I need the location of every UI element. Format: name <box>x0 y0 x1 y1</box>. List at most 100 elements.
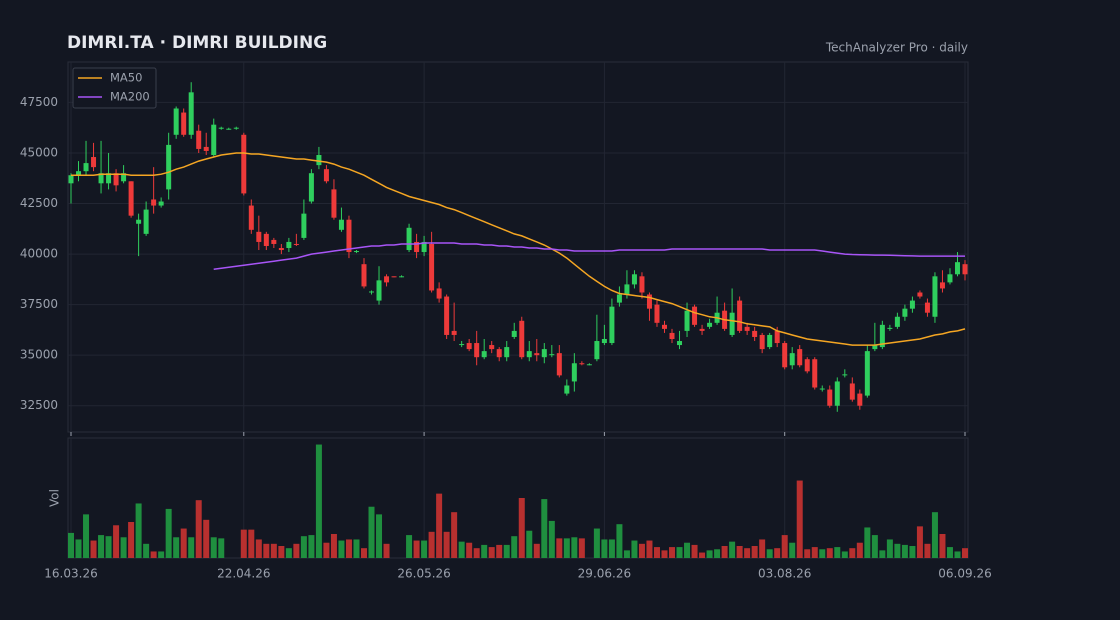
candle-body <box>323 169 329 182</box>
candle-body <box>241 134 247 194</box>
candle-body <box>684 310 690 331</box>
candle-body <box>271 239 277 244</box>
candle-body <box>143 209 149 234</box>
volume-bar <box>180 528 187 558</box>
candle-body <box>466 343 472 350</box>
volume-bar <box>210 537 217 558</box>
candle-body <box>489 345 495 350</box>
candle-body <box>166 144 172 190</box>
volume-bar <box>744 548 751 558</box>
volume-bar <box>83 514 90 558</box>
candle-body <box>797 349 803 366</box>
candle-body <box>353 251 359 253</box>
y-tick-label: 42500 <box>20 196 58 210</box>
x-tick-label: 06.09.26 <box>938 567 991 581</box>
volume-bar <box>653 547 660 558</box>
volume-bar <box>939 534 946 558</box>
candle-body <box>962 264 968 275</box>
candle-body <box>789 353 795 366</box>
candle-body <box>496 349 502 358</box>
volume-bar <box>691 544 698 558</box>
volume-bar <box>601 539 608 558</box>
candle-body <box>263 233 269 246</box>
volume-bar <box>931 512 938 558</box>
volume-bar <box>901 544 908 558</box>
volume-bar <box>774 548 781 558</box>
candle-body <box>774 330 780 344</box>
candle-body <box>549 354 555 356</box>
y-tick-label: 40000 <box>20 247 58 261</box>
candle-body <box>136 219 142 224</box>
candle-body <box>744 326 750 331</box>
volume-bar <box>443 531 450 558</box>
volume-bar <box>789 542 796 558</box>
volume-bar <box>143 543 150 558</box>
candle-body <box>639 276 645 293</box>
y-tick-label: 45000 <box>20 145 58 159</box>
candle-body <box>203 146 209 151</box>
volume-bar <box>871 535 878 558</box>
volume-bar <box>263 543 270 558</box>
volume-bar <box>623 550 630 558</box>
volume-bar <box>436 493 443 558</box>
candle-body <box>91 157 97 168</box>
volume-bar <box>518 498 525 558</box>
candle-body <box>293 243 299 245</box>
candle-body <box>106 173 112 184</box>
volume-bar <box>638 543 645 558</box>
candle-body <box>556 353 562 376</box>
candle-body <box>504 347 510 358</box>
volume-bar <box>451 512 458 558</box>
volume-bar <box>240 529 247 558</box>
volume-bar <box>751 546 758 558</box>
volume-bar <box>699 552 706 558</box>
candle-body <box>361 264 367 287</box>
volume-bar <box>330 534 337 558</box>
volume-bar <box>578 538 585 558</box>
volume-bar <box>909 546 916 558</box>
volume-bar <box>834 547 841 558</box>
candle-body <box>278 248 284 251</box>
candle-body <box>391 276 397 278</box>
volume-bar <box>796 480 803 558</box>
candle-body <box>819 388 825 390</box>
volume-bar <box>368 506 375 558</box>
volume-bar <box>323 542 330 558</box>
candle-body <box>451 330 457 335</box>
volume-bar <box>75 539 82 558</box>
volume-bar <box>135 503 142 558</box>
candle-body <box>128 181 134 216</box>
volume-bar <box>360 548 367 558</box>
candle-body <box>98 173 104 184</box>
y-tick-label: 32500 <box>20 398 58 412</box>
volume-bar <box>353 539 360 558</box>
volume-bar <box>841 551 848 558</box>
candle-body <box>759 334 765 350</box>
candle-body <box>68 175 74 184</box>
volume-bar <box>165 508 172 558</box>
candle-body <box>151 199 157 206</box>
candle-body <box>616 294 622 303</box>
candle-body <box>286 241 292 249</box>
candle-body <box>699 328 705 331</box>
candle-body <box>864 351 870 396</box>
candle-body <box>338 219 344 230</box>
candle-body <box>414 241 420 253</box>
moving-average-line <box>213 242 965 270</box>
volume-bar <box>669 547 676 558</box>
candle-body <box>669 332 675 339</box>
candle-body <box>872 345 878 350</box>
volume-bar <box>150 551 157 558</box>
volume-bar <box>706 550 713 558</box>
volume-bar <box>315 444 322 558</box>
candle-body <box>399 276 405 278</box>
candle-body <box>173 108 179 135</box>
volume-bar <box>308 535 315 558</box>
candle-body <box>752 330 758 337</box>
candle-body <box>474 343 480 358</box>
candle-body <box>737 300 743 331</box>
candle-body <box>677 341 683 346</box>
volume-bar <box>98 535 105 558</box>
candle-body <box>879 324 885 348</box>
